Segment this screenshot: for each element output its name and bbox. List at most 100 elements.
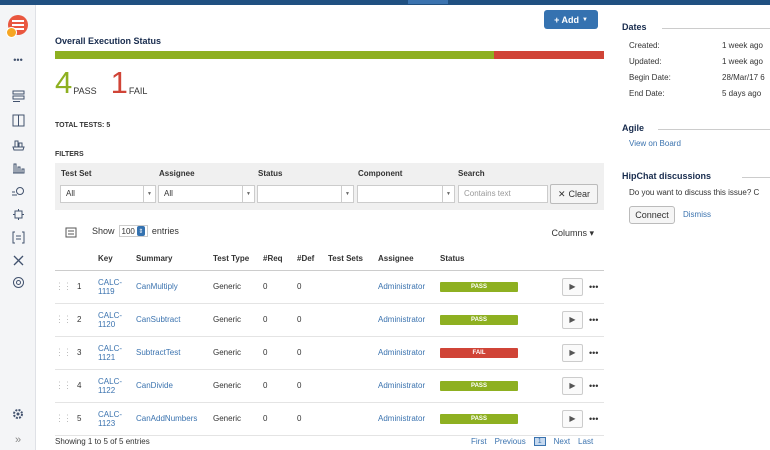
test-key-link[interactable]: CALC-1123 [98, 409, 123, 428]
releases-icon[interactable] [9, 135, 27, 153]
test-summary-link[interactable]: CanMultiply [136, 282, 178, 291]
more-icon[interactable]: ••• [13, 55, 23, 65]
header-assignee[interactable]: Assignee [378, 248, 440, 271]
status-badge: PASS [440, 381, 518, 391]
clear-button[interactable]: ✕ Clear [550, 184, 598, 204]
test-sets [328, 336, 378, 370]
test-key-link[interactable]: CALC-1119 [98, 277, 123, 296]
reports-icon[interactable] [9, 158, 27, 176]
more-actions-icon[interactable]: ••• [589, 413, 599, 424]
more-actions-icon[interactable]: ••• [589, 281, 599, 292]
columns-dropdown[interactable]: Columns ▾ [551, 228, 594, 238]
drag-handle-icon[interactable]: ⋮⋮ [55, 336, 77, 370]
play-icon[interactable]: ▶ [562, 343, 583, 362]
play-icon[interactable]: ▶ [562, 409, 583, 428]
execution-progress-bar [55, 51, 604, 59]
assignee-link[interactable]: Administrator [378, 315, 426, 324]
header-req[interactable]: #Req [263, 248, 297, 271]
export-icon[interactable] [65, 227, 77, 240]
last-page-link[interactable]: Last [578, 437, 594, 446]
connect-button[interactable]: Connect [629, 206, 675, 224]
backlog-icon[interactable] [9, 87, 27, 105]
gear-icon[interactable] [9, 405, 27, 423]
clear-label: Clear [568, 189, 591, 199]
assignee-link[interactable]: Administrator [378, 381, 426, 390]
assignee-link[interactable]: Administrator [378, 282, 426, 291]
dates-title: Dates [622, 22, 647, 32]
settings-icon[interactable] [9, 273, 27, 291]
more-actions-icon[interactable]: ••• [589, 314, 599, 325]
table-row: ⋮⋮ 5 CALC-1123 CanAddNumbers Generic 0 0 Admini… [55, 402, 604, 436]
progress-pass-segment [55, 51, 495, 59]
test-summary-link[interactable]: CanSubtract [136, 315, 181, 324]
drag-handle-icon[interactable]: ⋮⋮ [55, 369, 77, 403]
expand-icon[interactable]: » [14, 434, 22, 446]
row-index: 5 [77, 402, 98, 436]
add-button-label: + Add [554, 14, 579, 25]
search-input[interactable]: Contains text [458, 185, 548, 203]
cross-icon[interactable] [9, 251, 27, 269]
more-actions-icon[interactable]: ••• [589, 380, 599, 391]
board-icon[interactable] [9, 111, 27, 129]
fail-count[interactable]: 1 FAIL [111, 67, 148, 98]
close-icon: ✕ [557, 188, 566, 199]
entries-info: Showing 1 to 5 of 5 entries [55, 437, 150, 446]
previous-page-link[interactable]: Previous [494, 437, 526, 446]
filters-title: FILTERS [55, 151, 84, 158]
drag-handle-icon[interactable]: ⋮⋮ [55, 303, 77, 337]
test-key-link[interactable]: CALC-1122 [98, 376, 123, 395]
view-on-board-link[interactable]: View on Board [629, 139, 681, 148]
row-index: 2 [77, 303, 98, 337]
header-def[interactable]: #Def [297, 248, 328, 271]
project-logo-icon[interactable] [6, 15, 28, 38]
drag-handle-icon[interactable]: ⋮⋮ [55, 270, 77, 304]
play-icon[interactable]: ▶ [562, 310, 583, 329]
test-summary-link[interactable]: CanAddNumbers [136, 414, 198, 423]
test-key-link[interactable]: CALC-1120 [98, 310, 123, 329]
status-badge: PASS [440, 315, 518, 325]
dismiss-link[interactable]: Dismiss [683, 210, 711, 219]
add-ons-icon[interactable] [9, 228, 27, 246]
filters-panel: Test Set Assignee Status Component Searc… [55, 163, 604, 210]
chevron-down-icon: ▼ [143, 186, 155, 202]
pass-count[interactable]: 4 PASS [55, 67, 97, 98]
status-label: Status [258, 169, 283, 178]
test-key-link[interactable]: CALC-1121 [98, 343, 123, 362]
test-sets [328, 369, 378, 403]
active-nav-tab[interactable] [408, 0, 448, 4]
assignee-link[interactable]: Administrator [378, 348, 426, 357]
hipchat-question: Do you want to discuss this issue? C [629, 188, 760, 197]
header-summary[interactable]: Summary [136, 248, 213, 271]
play-icon[interactable]: ▶ [562, 277, 583, 296]
test-type: Generic [213, 336, 263, 370]
req-count: 0 [263, 336, 297, 370]
entries-control: Show 100 ⇕ entries [92, 225, 179, 237]
assignee-link[interactable]: Administrator [378, 414, 426, 423]
pagination: First Previous 1 Next Last [471, 437, 593, 446]
tests-icon[interactable] [9, 182, 27, 200]
components-icon[interactable] [9, 205, 27, 223]
current-page[interactable]: 1 [533, 437, 546, 446]
header-key[interactable]: Key [98, 248, 136, 271]
header-test-type[interactable]: Test Type [213, 248, 263, 271]
next-page-link[interactable]: Next [553, 437, 571, 446]
first-page-link[interactable]: First [471, 437, 487, 446]
test-set-select[interactable]: All ▼ [60, 185, 156, 203]
test-summary-link[interactable]: SubtractTest [136, 348, 181, 357]
assignee-select[interactable]: All ▼ [158, 185, 255, 203]
more-actions-icon[interactable]: ••• [589, 347, 599, 358]
component-select[interactable]: ▼ [357, 185, 455, 203]
test-sets [328, 270, 378, 304]
header-test-sets[interactable]: Test Sets [328, 248, 378, 271]
play-icon[interactable]: ▶ [562, 376, 583, 395]
add-button[interactable]: + Add ▼ [544, 10, 598, 29]
drag-handle-icon[interactable]: ⋮⋮ [55, 402, 77, 436]
entries-select[interactable]: 100 ⇕ [118, 225, 148, 237]
table-row: ⋮⋮ 3 CALC-1121 SubtractTest Generic 0 0 Adminis… [55, 336, 604, 370]
updated-label: Updated: [629, 57, 662, 66]
status-badge: PASS [440, 414, 518, 424]
status-badge: PASS [440, 282, 518, 292]
test-summary-link[interactable]: CanDivide [136, 381, 173, 390]
status-select[interactable]: ▼ [257, 185, 354, 203]
header-status[interactable]: Status [440, 248, 562, 271]
